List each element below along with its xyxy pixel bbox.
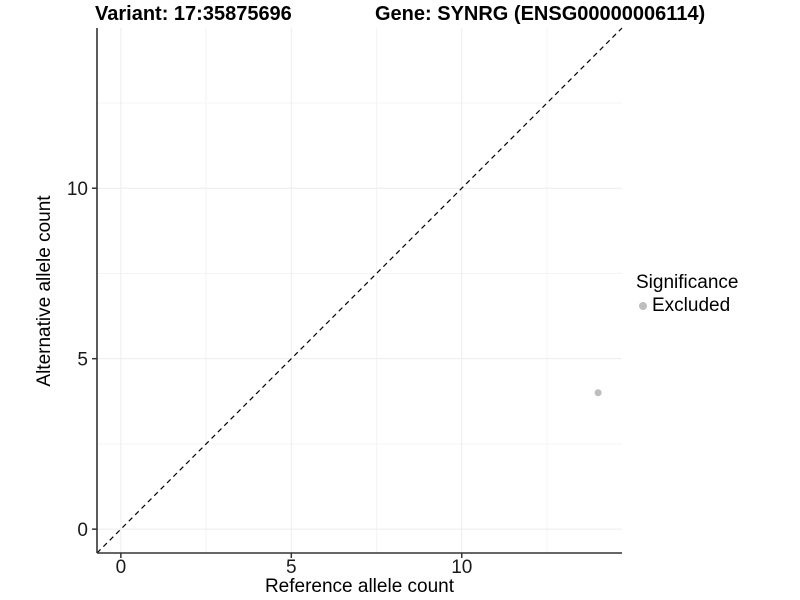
legend-title: Significance (636, 272, 739, 293)
y-axis-title: Alternative allele count (34, 195, 55, 387)
y-tick-label: 5 (77, 350, 88, 371)
legend: Significance Excluded (636, 272, 738, 317)
legend-item-label: Excluded (652, 295, 731, 316)
x-tick-label: 0 (116, 557, 127, 578)
y-tick-label: 0 (77, 520, 88, 541)
y-tick-label: 10 (67, 179, 88, 200)
x-axis-title: Reference allele count (264, 576, 455, 597)
plot-title-variant: Variant: 17:35875696 (95, 3, 292, 25)
x-tick-label: 5 (286, 557, 297, 578)
legend-item-excluded: Excluded (636, 295, 738, 317)
data-point (594, 389, 602, 397)
x-tick-label: 10 (451, 557, 472, 578)
identity-line (96, 27, 623, 554)
plot-title-gene: Gene: SYNRG (ENSG00000006114) (375, 3, 706, 25)
legend-key-dot-icon (639, 302, 647, 310)
